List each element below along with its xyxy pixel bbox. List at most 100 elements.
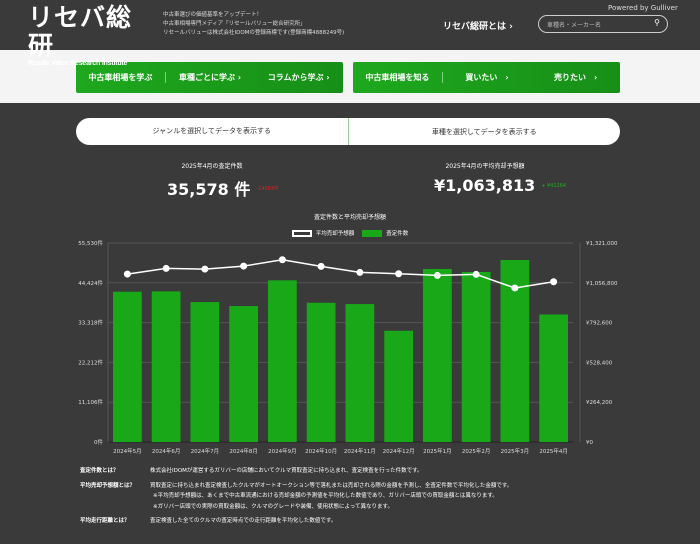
- x-tick-label: 2025年3月: [501, 447, 530, 455]
- x-tick-label: 2024年12月: [383, 447, 415, 455]
- right-tick-label: ¥1,056,800: [586, 281, 618, 287]
- x-tick-label: 2024年11月: [344, 447, 376, 455]
- right-tick-label: ¥792,600: [586, 321, 613, 327]
- tagline-line: 中古車選びの価値基準をアップデート！: [163, 12, 263, 18]
- price-point: [356, 268, 364, 276]
- price-point: [278, 256, 286, 264]
- price-value: ¥1,063,813: [434, 176, 536, 195]
- bar: [151, 291, 181, 442]
- price-point: [123, 270, 131, 278]
- definition-term: 査定件数とは？: [80, 468, 119, 474]
- logo-title: リセバ総研: [28, 3, 133, 60]
- price-point: [162, 264, 170, 272]
- left-tick-label: 55,530件: [78, 239, 103, 247]
- bar: [229, 306, 258, 442]
- nav-know: 中古車相場を知る 買いたい › 売りたい ›: [353, 62, 620, 93]
- price-point: [395, 270, 403, 278]
- logo[interactable]: リセバ総研 Resale Value Research Institute: [28, 3, 150, 68]
- right-tick-label: ¥528,400: [586, 360, 613, 366]
- bar: [268, 280, 297, 442]
- price-delta: + ¥41264: [541, 182, 567, 189]
- nav-know-market[interactable]: 中古車相場を知る: [353, 72, 443, 83]
- bar: [306, 302, 336, 442]
- price-line: [127, 258, 554, 289]
- x-tick-label: 2024年5月: [113, 447, 142, 455]
- count-value: 35,578 件: [167, 180, 251, 199]
- search-placeholder: 車種名・メーカー名: [547, 22, 602, 29]
- definition-term: 平均走行距離とは？: [80, 518, 130, 524]
- definition-line: ※平均売却予想額は、あくまで中古車流通における売却金額の予測値を平均化した数値で…: [153, 493, 498, 499]
- bar: [113, 291, 142, 442]
- price-point: [201, 265, 209, 273]
- definition-row: 平均走行距離とは？ 査定検査した全てのクルマの査定時点での走行距離を平均化した数値…: [80, 516, 512, 527]
- powered-by: Powered by Gulliver: [608, 4, 678, 12]
- nav-learn-columns[interactable]: コラムから学ぶ ›: [267, 73, 330, 82]
- definition-text: 査定検査した全てのクルマの査定時点での走行距離を平均化した数値です。: [150, 516, 512, 527]
- definition-row: 査定件数とは？ 株式会社IDOMが運営するガリバーの店舗においてクルマ買取査定に持…: [80, 466, 512, 477]
- combo-chart: 0件 ¥0 11,106件 ¥264,200 22,212件 ¥528,400 33,318…: [78, 239, 618, 455]
- legend-bar-label: 査定件数: [386, 231, 409, 237]
- right-tick-label: ¥0: [586, 440, 593, 446]
- legend-line-swatch[interactable]: [291, 229, 312, 237]
- count-label: 2025年4月の査定件数: [181, 163, 243, 170]
- nav-buy[interactable]: 買いたい ›: [465, 73, 509, 82]
- nav-learn: 中古車相場を学ぶ 車種ごとに学ぶ › コラムから学ぶ ›: [76, 62, 343, 93]
- search-icon[interactable]: ⚲: [654, 18, 660, 27]
- definition-text: 株式会社IDOMが運営するガリバーの店舗においてクルマ買取査定に持ち込まれ、査定…: [150, 466, 512, 477]
- x-tick-label: 2025年4月: [539, 447, 568, 455]
- nav-sell[interactable]: 売りたい ›: [554, 73, 598, 82]
- count-delta: -14903件: [256, 185, 280, 192]
- price-point: [240, 262, 248, 270]
- x-tick-label: 2024年7月: [191, 447, 220, 455]
- price-point: [511, 284, 519, 292]
- left-tick-label: 22,212件: [78, 358, 103, 366]
- bar: [423, 268, 452, 442]
- x-tick-label: 2024年8月: [229, 447, 258, 455]
- x-tick-label: 2024年9月: [268, 447, 297, 455]
- x-tick-label: 2025年2月: [462, 447, 491, 455]
- definition-line: 株式会社IDOMが運営するガリバーの店舗においてクルマ買取査定に持ち込まれ、査定…: [150, 468, 423, 474]
- tagline-line: 中古車相場専門メディア「リセールバリュー総合研究所」: [163, 21, 306, 27]
- definition-line: 査定検査した全てのクルマの査定時点での走行距離を平均化した数値です。: [150, 518, 337, 524]
- tab-by-genre[interactable]: ジャンルを選択してデータを表示する: [76, 118, 349, 145]
- right-tick-label: ¥1,321,000: [586, 241, 618, 247]
- price-label: 2025年4月の平均売却予想額: [445, 163, 525, 170]
- right-tick-label: ¥264,200: [586, 400, 613, 406]
- bar: [384, 330, 413, 442]
- definition-line: 買取査定に持ち込まれ査定検査したクルマがオートオークション等で落札または売却され…: [150, 482, 513, 489]
- left-tick-label: 0件: [94, 438, 103, 446]
- price-point: [433, 271, 441, 279]
- legend-bar-swatch[interactable]: [362, 229, 383, 237]
- tagline-line: リセールバリューは株式会社IDOMの登録商標です(登録商標4888249号): [163, 30, 345, 36]
- x-tick-label: 2024年6月: [152, 447, 181, 455]
- left-tick-label: 33,318件: [78, 319, 103, 327]
- price-point: [472, 270, 480, 278]
- definition-term: 平均売却予想額とは？: [80, 482, 136, 489]
- nav-learn-market[interactable]: 中古車相場を学ぶ: [76, 72, 166, 83]
- chart-legend: 平均売却予想額 査定件数: [0, 229, 700, 237]
- left-tick-label: 11,106件: [78, 398, 103, 406]
- tagline: 中古車選びの価値基準をアップデート！ 中古車相場専門メディア「リセールバリュー総…: [163, 11, 344, 38]
- about-link[interactable]: リセバ総研とは ›: [443, 22, 513, 32]
- search-input[interactable]: 車種名・メーカー名 ⚲: [538, 15, 668, 33]
- price-point: [550, 278, 558, 286]
- bar: [190, 302, 220, 442]
- chart-title: 査定件数と平均売却予想額: [313, 214, 386, 221]
- definition-text: 買取査定に持ち込まれ査定検査したクルマがオートオークション等で落札または売却され…: [150, 481, 512, 513]
- price-point: [317, 262, 325, 270]
- count-stat: 35,578 件 -14903件: [167, 176, 279, 200]
- bar: [345, 304, 375, 442]
- bar: [539, 314, 568, 442]
- definitions: 査定件数とは？ 株式会社IDOMが運営するガリバーの店舗においてクルマ買取査定に持…: [80, 466, 512, 531]
- legend-line-label: 平均売却予想額: [315, 231, 355, 237]
- left-tick-label: 44,424件: [78, 279, 103, 287]
- x-tick-label: 2025年1月: [423, 447, 452, 455]
- data-mode-toggle: ジャンルを選択してデータを表示する 車種を選択してデータを表示する: [76, 118, 620, 145]
- logo-subtitle: Resale Value Research Institute: [28, 60, 128, 67]
- nav-learn-by-model[interactable]: 車種ごとに学ぶ ›: [178, 73, 242, 82]
- x-tick-label: 2024年10月: [305, 447, 337, 455]
- definition-row: 平均売却予想額とは？ 買取査定に持ち込まれ査定検査したクルマがオートオークション等…: [80, 481, 512, 513]
- definition-line: ※ガリバー店頭での実際の買取金額は、クルマのグレードや装備、使用状態によって異な…: [153, 503, 393, 510]
- bar: [461, 271, 491, 442]
- tab-by-model[interactable]: 車種を選択してデータを表示する: [431, 127, 537, 136]
